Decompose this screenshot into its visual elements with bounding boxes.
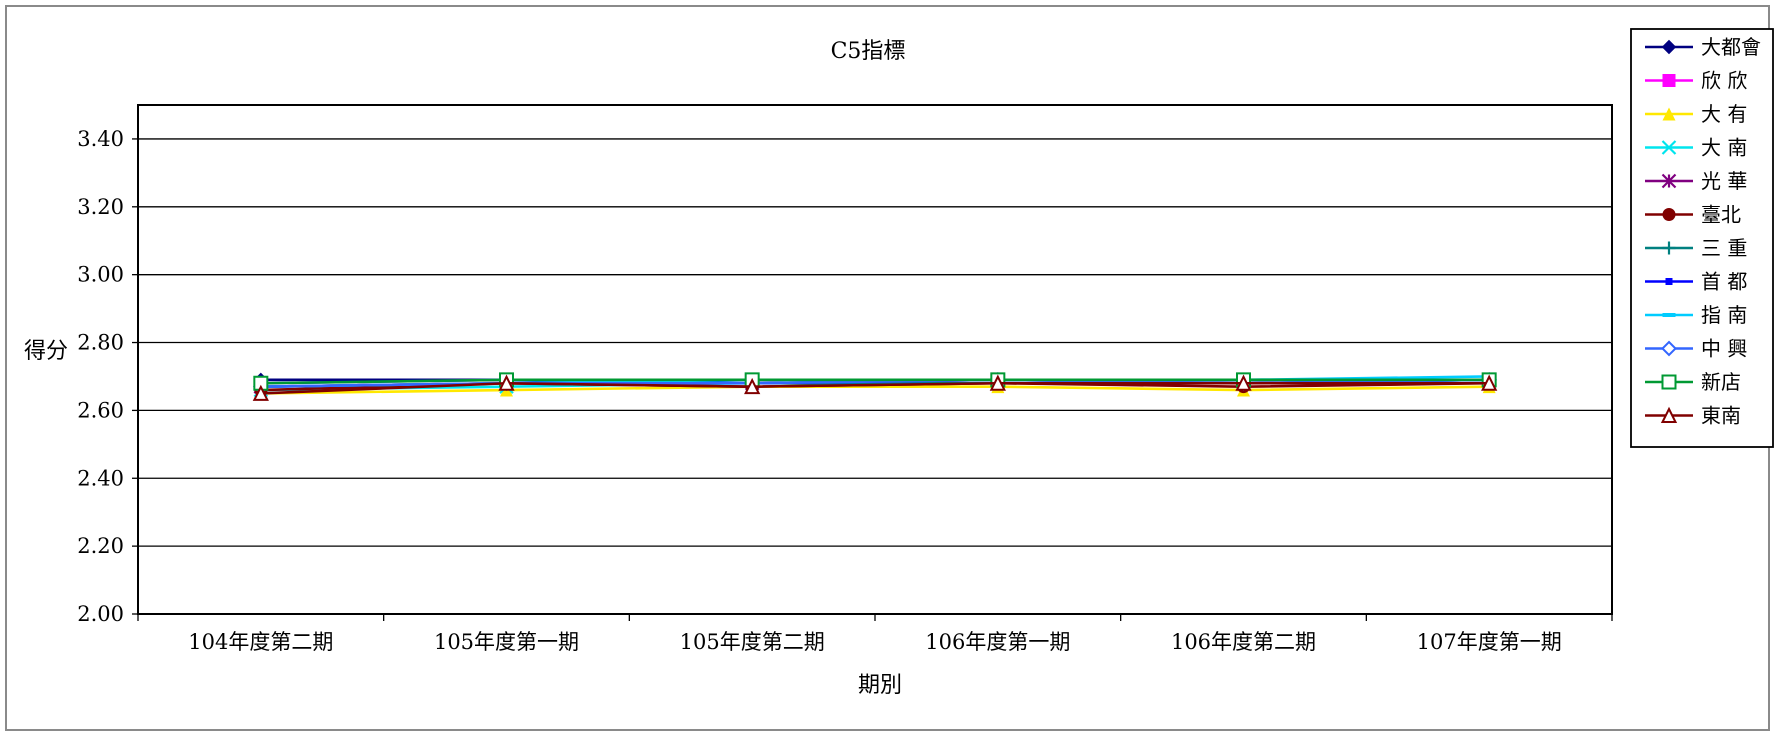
y-tick-label: 2.80	[77, 331, 124, 355]
x-axis-title: 期別	[858, 673, 902, 698]
x-tick-label: 105年度第二期	[680, 630, 825, 654]
data-point	[1481, 374, 1498, 391]
chart-title: C5指標	[831, 39, 906, 64]
x-tick-label: 106年度第一期	[925, 630, 1070, 654]
legend-item: 指 南	[1645, 303, 1747, 327]
x-tick-label: 106年度第二期	[1171, 630, 1316, 654]
legend-item: 大 南	[1645, 136, 1747, 160]
axis-layer: 2.00 2.20 2.40 2.60 2.80 3.00 3.20 3.40 104年度第二期…	[77, 127, 1613, 654]
y-tick-label: 3.40	[77, 127, 124, 151]
legend-label: 大 南	[1701, 136, 1747, 160]
legend-marker	[1661, 173, 1677, 189]
data-point	[989, 374, 1006, 391]
chart-outer-border	[5, 5, 1770, 731]
legend-label: 新店	[1701, 370, 1741, 394]
data-point	[498, 374, 515, 391]
y-tick-label: 2.20	[77, 534, 124, 558]
y-tick-label: 2.40	[77, 466, 124, 490]
series-line	[260, 378, 1490, 385]
legend-label: 中 興	[1701, 337, 1747, 361]
x-tick-label: 104年度第二期	[188, 630, 333, 654]
legend-marker	[1661, 140, 1677, 155]
legend-item: 三 重	[1645, 236, 1747, 260]
legend-label: 東南	[1701, 404, 1741, 428]
legend-label: 三 重	[1701, 236, 1747, 260]
legend-item: 東南	[1645, 404, 1741, 428]
legend-marker	[1662, 208, 1676, 221]
legend-item: 光 華	[1645, 169, 1747, 193]
data-point	[744, 377, 761, 395]
series-12	[252, 374, 1498, 401]
legend-item: 中 興	[1645, 337, 1747, 361]
legend-marker	[1661, 39, 1677, 55]
legend-item: 欣 欣	[1645, 69, 1747, 93]
legend-item: 新店	[1645, 370, 1741, 394]
y-tick-label: 2.00	[77, 602, 124, 626]
legend-marker	[1662, 313, 1676, 317]
legend-item: 臺北	[1645, 203, 1741, 227]
legend-item: 大都會	[1645, 35, 1761, 59]
legend-label: 首 都	[1701, 270, 1747, 294]
legend-label: 大都會	[1701, 35, 1761, 59]
y-tick-label: 3.00	[77, 263, 124, 287]
series-layer	[252, 371, 1498, 401]
legend-marker	[1661, 374, 1677, 390]
x-tick-label: 107年度第一期	[1417, 630, 1562, 654]
legend-item: 首 都	[1645, 270, 1747, 294]
legend-label: 欣 欣	[1701, 69, 1747, 93]
y-tick-label: 3.20	[77, 195, 124, 219]
legend-marker	[1662, 74, 1676, 87]
legend-marker	[1660, 406, 1678, 423]
legend-item: 大 有	[1645, 102, 1747, 126]
legend-marker	[1662, 241, 1676, 255]
legend-label: 指 南	[1701, 303, 1747, 327]
legend-marker	[1661, 340, 1677, 357]
data-point	[1235, 374, 1252, 391]
legend-label: 大 有	[1701, 102, 1747, 126]
y-tick-label: 2.60	[77, 398, 124, 422]
legend-marker	[1665, 278, 1673, 285]
legend-label: 臺北	[1701, 203, 1741, 227]
legend-box	[1630, 28, 1774, 448]
series-line	[260, 385, 1490, 395]
legend-label: 光 華	[1701, 169, 1747, 193]
data-point	[252, 384, 269, 401]
legend-marker	[1662, 107, 1676, 121]
x-tick-label: 105年度第一期	[434, 630, 579, 654]
series-line	[260, 381, 1490, 395]
y-axis-title: 得分	[24, 339, 68, 364]
